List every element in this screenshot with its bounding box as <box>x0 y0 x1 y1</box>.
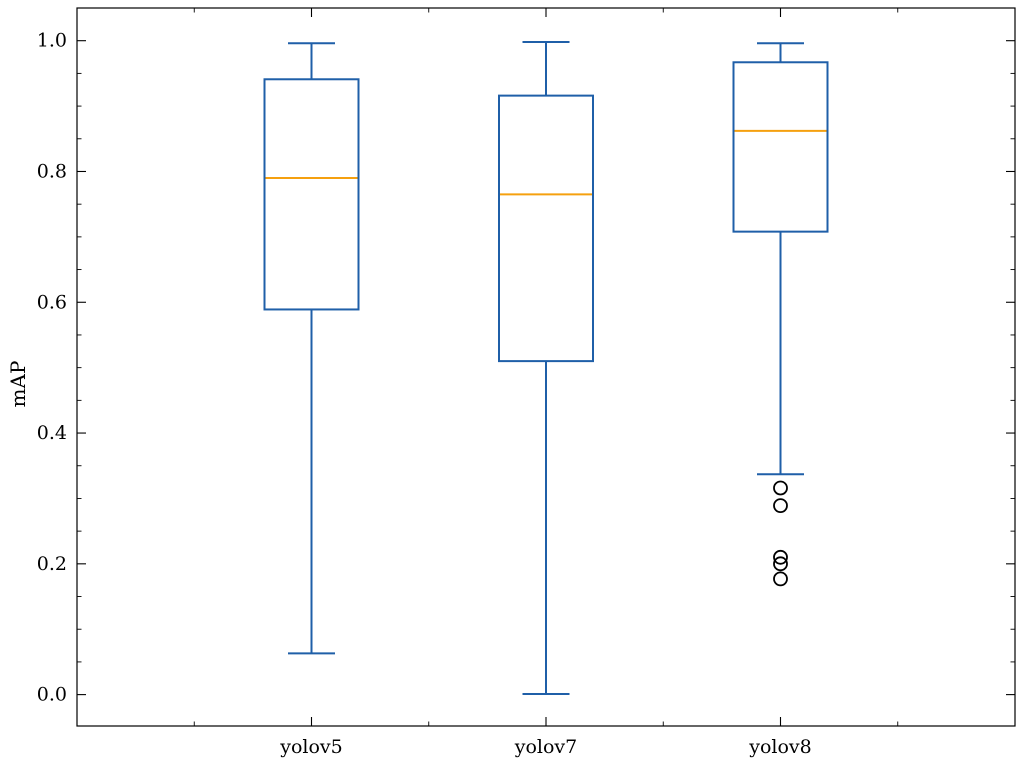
y-tick-label: 0.8 <box>37 160 67 182</box>
outlier-point <box>773 549 788 565</box>
iqr-box <box>498 94 594 363</box>
axis-ticks <box>77 7 1015 726</box>
box-yolov8 <box>732 42 829 587</box>
outlier-point <box>773 480 788 496</box>
x-tick-label-yolov5: yolov5 <box>279 736 343 758</box>
y-axis-label: mAP <box>6 361 30 408</box>
y-tick-label: 0.0 <box>37 684 67 706</box>
y-tick-label: 1.0 <box>37 30 67 52</box>
iqr-box <box>732 61 829 233</box>
plot-marks <box>263 41 829 695</box>
outlier-point <box>773 556 788 572</box>
axis-labels: 0.0 0.2 0.4 0.6 0.8 1.0 yolov5 yolov7 yolov8 <box>37 30 812 758</box>
x-tick-label-yolov8: yolov8 <box>748 736 812 758</box>
box-yolov7 <box>498 41 594 695</box>
iqr-box <box>263 78 360 311</box>
y-tick-label: 0.4 <box>37 422 67 444</box>
y-tick-label: 0.2 <box>37 553 67 575</box>
outlier-point <box>773 498 788 514</box>
plot-frame <box>76 7 1016 727</box>
outlier-point <box>773 571 788 587</box>
box-yolov5 <box>263 42 360 655</box>
x-tick-label-yolov7: yolov7 <box>514 736 578 758</box>
y-tick-label: 0.6 <box>37 291 67 313</box>
